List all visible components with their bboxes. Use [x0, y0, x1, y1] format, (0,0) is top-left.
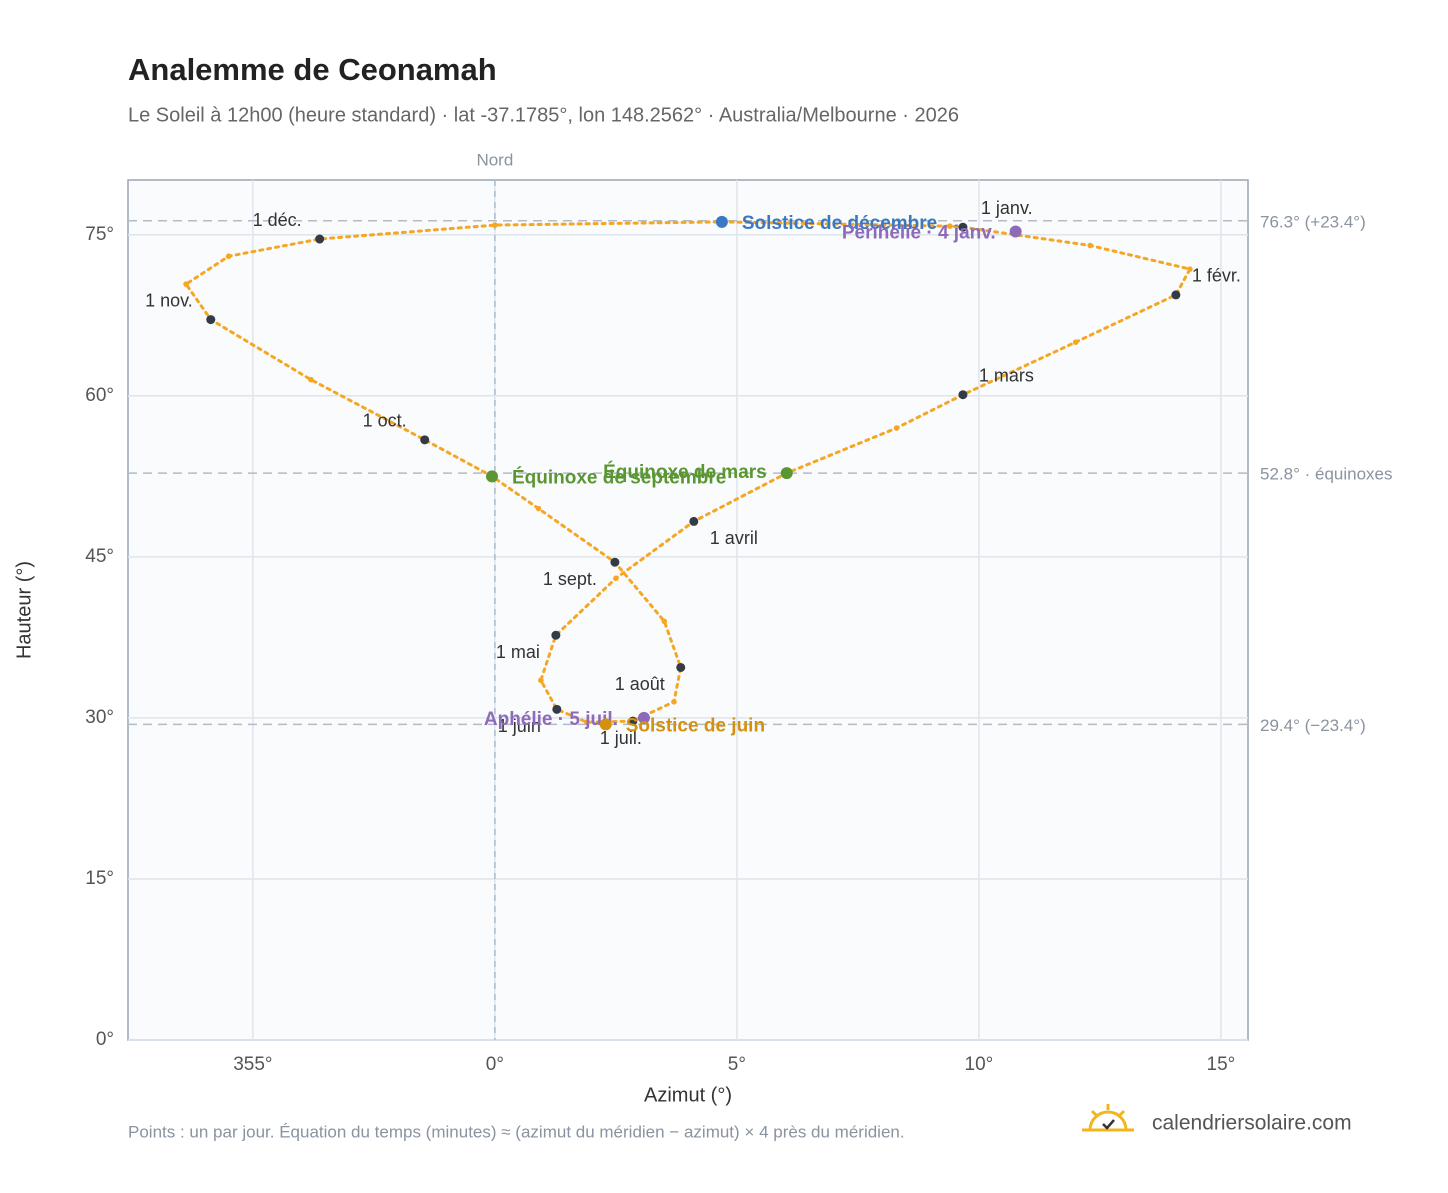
- event-label: Solstice de décembre: [742, 213, 937, 234]
- day-point: [1072, 339, 1079, 345]
- day-point: [492, 222, 498, 228]
- month-label: 1 juin: [498, 716, 541, 736]
- month-label: 1 oct.: [363, 411, 407, 431]
- month-label: 1 déc.: [253, 210, 302, 230]
- day-point: [535, 505, 542, 512]
- y-tick-label: 75°: [85, 224, 114, 245]
- month-label: 1 mai: [496, 642, 540, 662]
- day-point: [671, 698, 677, 705]
- footnote: Points : un par jour. Équation du temps …: [128, 1122, 905, 1141]
- brand-logo: [1082, 1104, 1134, 1132]
- month-marker: [551, 630, 561, 640]
- month-label: 1 sept.: [543, 569, 597, 589]
- month-marker: [958, 222, 968, 232]
- y-tick-label: 60°: [85, 385, 114, 406]
- month-label: 1 août: [615, 674, 665, 694]
- month-marker: [958, 390, 968, 400]
- event-marker: [599, 718, 612, 731]
- month-marker: [552, 704, 562, 714]
- day-point: [893, 425, 900, 431]
- chart-subtitle: Le Soleil à 12h00 (heure standard) · lat…: [128, 104, 959, 126]
- x-tick-label: 355°: [233, 1054, 272, 1075]
- y-tick-label: 0°: [96, 1029, 114, 1050]
- reference-label: 52.8° · équinoxes: [1260, 465, 1393, 484]
- plot-area: [127, 179, 1249, 1041]
- event-marker: [780, 467, 793, 480]
- reference-label: 29.4° (−23.4°): [1260, 716, 1366, 735]
- event-marker: [715, 215, 728, 228]
- month-label: 1 mars: [979, 365, 1034, 385]
- day-point: [308, 376, 314, 383]
- day-point: [225, 253, 232, 260]
- month-label: 1 janv.: [981, 198, 1033, 218]
- event-label: Solstice de juin: [626, 715, 765, 736]
- event-label: Équinoxe de septembre: [512, 466, 726, 488]
- day-point: [1187, 266, 1193, 272]
- month-marker: [676, 662, 686, 672]
- month-marker: [689, 516, 699, 526]
- chart-title: Analemme de Ceonamah: [128, 52, 497, 87]
- day-point: [661, 618, 668, 625]
- day-point: [947, 223, 953, 229]
- x-axis-title: Azimut (°): [644, 1084, 732, 1106]
- month-label: 1 juil.: [600, 728, 642, 748]
- month-marker: [420, 435, 430, 445]
- y-tick-label: 15°: [85, 868, 114, 889]
- y-axis-title: Hauteur (°): [13, 561, 35, 659]
- month-marker: [628, 716, 638, 726]
- day-point: [584, 719, 590, 725]
- month-label: 1 nov.: [145, 290, 193, 310]
- x-tick-label: 0°: [486, 1054, 504, 1075]
- day-point: [538, 677, 544, 684]
- month-marker: [610, 557, 620, 567]
- day-point: [1087, 242, 1094, 249]
- event-label: Équinoxe de mars: [603, 461, 767, 483]
- event-marker: [637, 711, 650, 724]
- month-marker: [315, 234, 325, 244]
- x-tick-label: 15°: [1207, 1054, 1236, 1075]
- day-point: [183, 281, 189, 287]
- brand-name: calendriersolaire.com: [1152, 1112, 1352, 1135]
- event-marker: [485, 470, 498, 483]
- x-tick-label: 10°: [965, 1054, 994, 1075]
- month-marker: [1171, 290, 1181, 300]
- y-tick-label: 45°: [85, 546, 114, 567]
- y-tick-label: 30°: [85, 707, 114, 728]
- x-tick-label: 5°: [728, 1054, 746, 1075]
- north-label: Nord: [476, 150, 513, 169]
- month-marker: [206, 315, 216, 325]
- event-marker: [1009, 225, 1022, 238]
- month-label: 1 avril: [710, 528, 758, 548]
- month-label: 1 févr.: [1192, 266, 1241, 286]
- event-label: Aphélie · 5 juil.: [484, 709, 618, 730]
- reference-label: 76.3° (+23.4°): [1260, 212, 1366, 231]
- day-point: [613, 575, 619, 582]
- event-label: Périhélie · 4 janv.: [842, 223, 996, 244]
